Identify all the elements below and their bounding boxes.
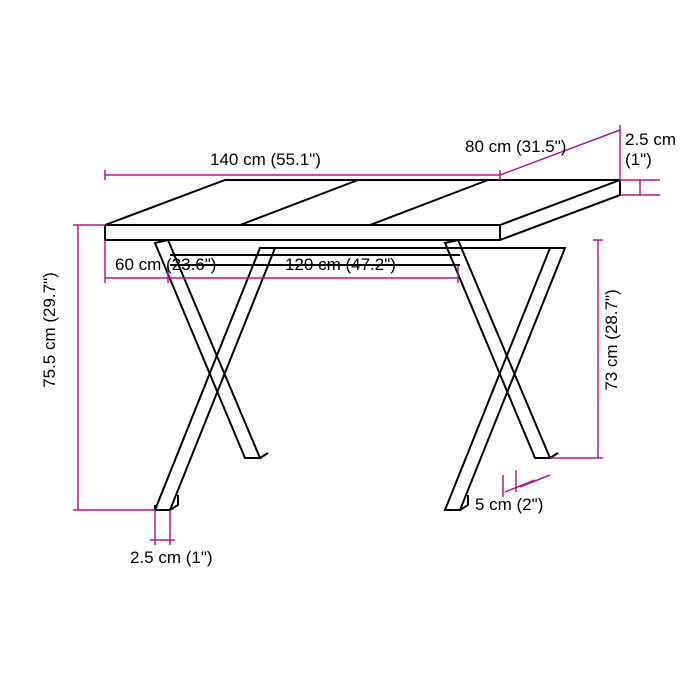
right-x-leg <box>445 240 565 510</box>
label-leg-thickness: 2.5 cm (1") <box>130 548 213 568</box>
label-clearance-height: 73 cm (28.7") <box>602 280 622 400</box>
table-drawing <box>0 0 700 700</box>
label-height-total: 75.5 cm (29.7") <box>40 270 60 390</box>
label-width-top: 140 cm (55.1") <box>210 150 321 170</box>
left-x-leg <box>155 240 275 510</box>
label-frame-inset: 60 cm (23.6") <box>115 255 216 275</box>
diagram-container: 140 cm (55.1") 80 cm (31.5") 2.5 cm(1") … <box>0 0 700 700</box>
label-depth-top: 80 cm (31.5") <box>465 137 566 157</box>
label-frame-width: 120 cm (47.2") <box>285 255 396 275</box>
label-thickness-top: 2.5 cm(1") <box>625 130 676 170</box>
label-leg-depth: 5 cm (2") <box>475 495 543 515</box>
dimension-lines <box>73 125 660 545</box>
table-top <box>105 180 620 240</box>
